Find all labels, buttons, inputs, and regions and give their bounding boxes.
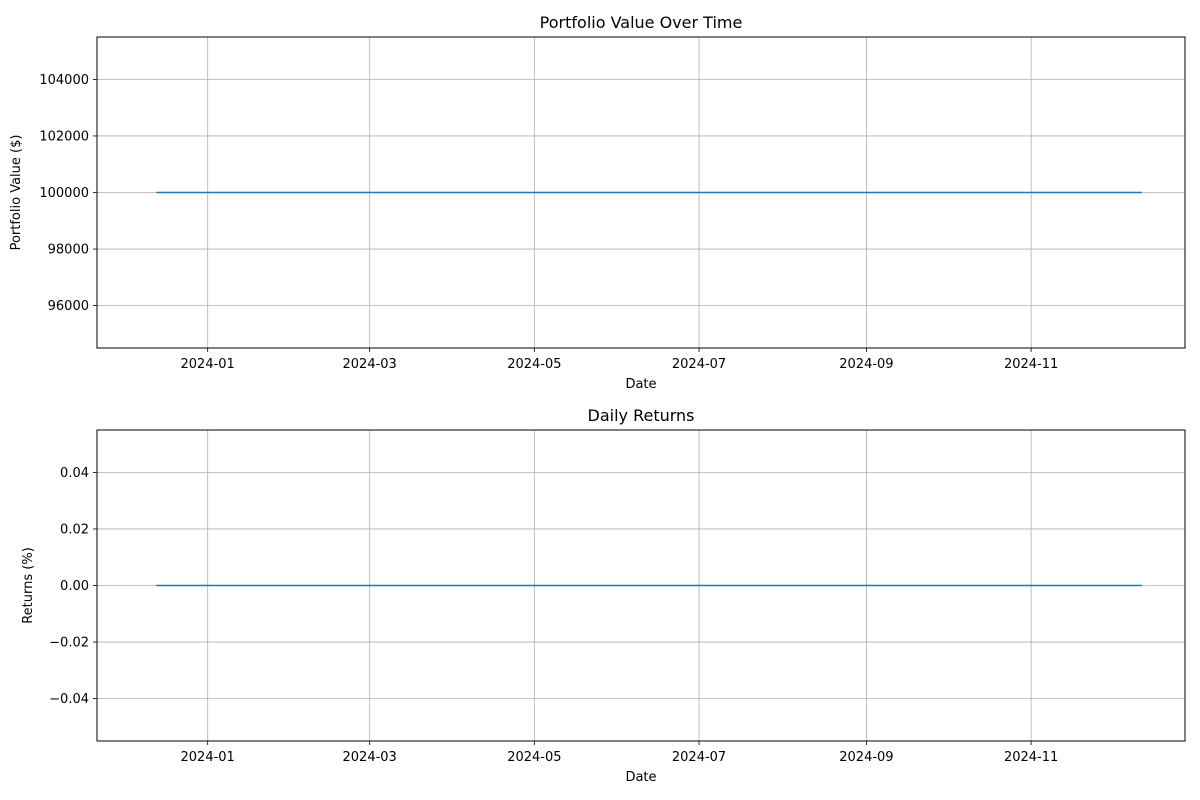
x-tick-label: 2024-05: [507, 357, 561, 372]
x-tick-label: 2024-03: [343, 357, 397, 372]
x-tick-label: 2024-11: [1004, 357, 1058, 372]
y-tick-label: 98000: [48, 243, 89, 258]
x-axis-label: Date: [625, 377, 656, 392]
y-tick-label: 0.02: [60, 522, 89, 537]
portfolio-value-panel: 2024-01 2024-03 2024-05 2024-07 2024-09 2024-…: [9, 13, 1186, 392]
daily-returns-panel: 2024-01 2024-03 2024-05 2024-07 2024-09 2024-…: [21, 406, 1186, 785]
chart-title: Daily Returns: [588, 406, 695, 425]
x-tick-label: 2024-09: [839, 750, 893, 765]
x-tick-label: 2024-05: [507, 750, 561, 765]
x-tick-label: 2024-09: [839, 357, 893, 372]
x-tick-label: 2024-01: [181, 750, 235, 765]
y-tick-label: 100000: [39, 186, 89, 201]
x-axis-label: Date: [625, 770, 656, 785]
y-tick-labels: 96000 98000 100000 102000 104000: [39, 73, 97, 314]
y-tick-label: 104000: [39, 73, 89, 88]
x-tick-labels: 2024-01 2024-03 2024-05 2024-07 2024-09 2024-…: [181, 348, 1058, 372]
x-tick-label: 2024-01: [181, 357, 235, 372]
y-tick-label: 96000: [48, 299, 89, 314]
y-tick-label: 102000: [39, 129, 89, 144]
y-axis-label: Returns (%): [21, 547, 36, 624]
x-tick-label: 2024-07: [672, 750, 726, 765]
y-tick-labels: −0.04 −0.02 0.00 0.02 0.04: [49, 466, 97, 707]
y-tick-label: 0.00: [60, 579, 89, 594]
y-tick-label: −0.02: [49, 636, 89, 651]
x-tick-label: 2024-11: [1004, 750, 1058, 765]
x-tick-label: 2024-03: [343, 750, 397, 765]
y-axis-label: Portfolio Value ($): [9, 135, 24, 251]
x-tick-label: 2024-07: [672, 357, 726, 372]
y-tick-label: −0.04: [49, 692, 89, 707]
chart-title: Portfolio Value Over Time: [540, 13, 743, 32]
x-tick-labels: 2024-01 2024-03 2024-05 2024-07 2024-09 2024-…: [181, 741, 1058, 765]
y-tick-label: 0.04: [60, 466, 89, 481]
